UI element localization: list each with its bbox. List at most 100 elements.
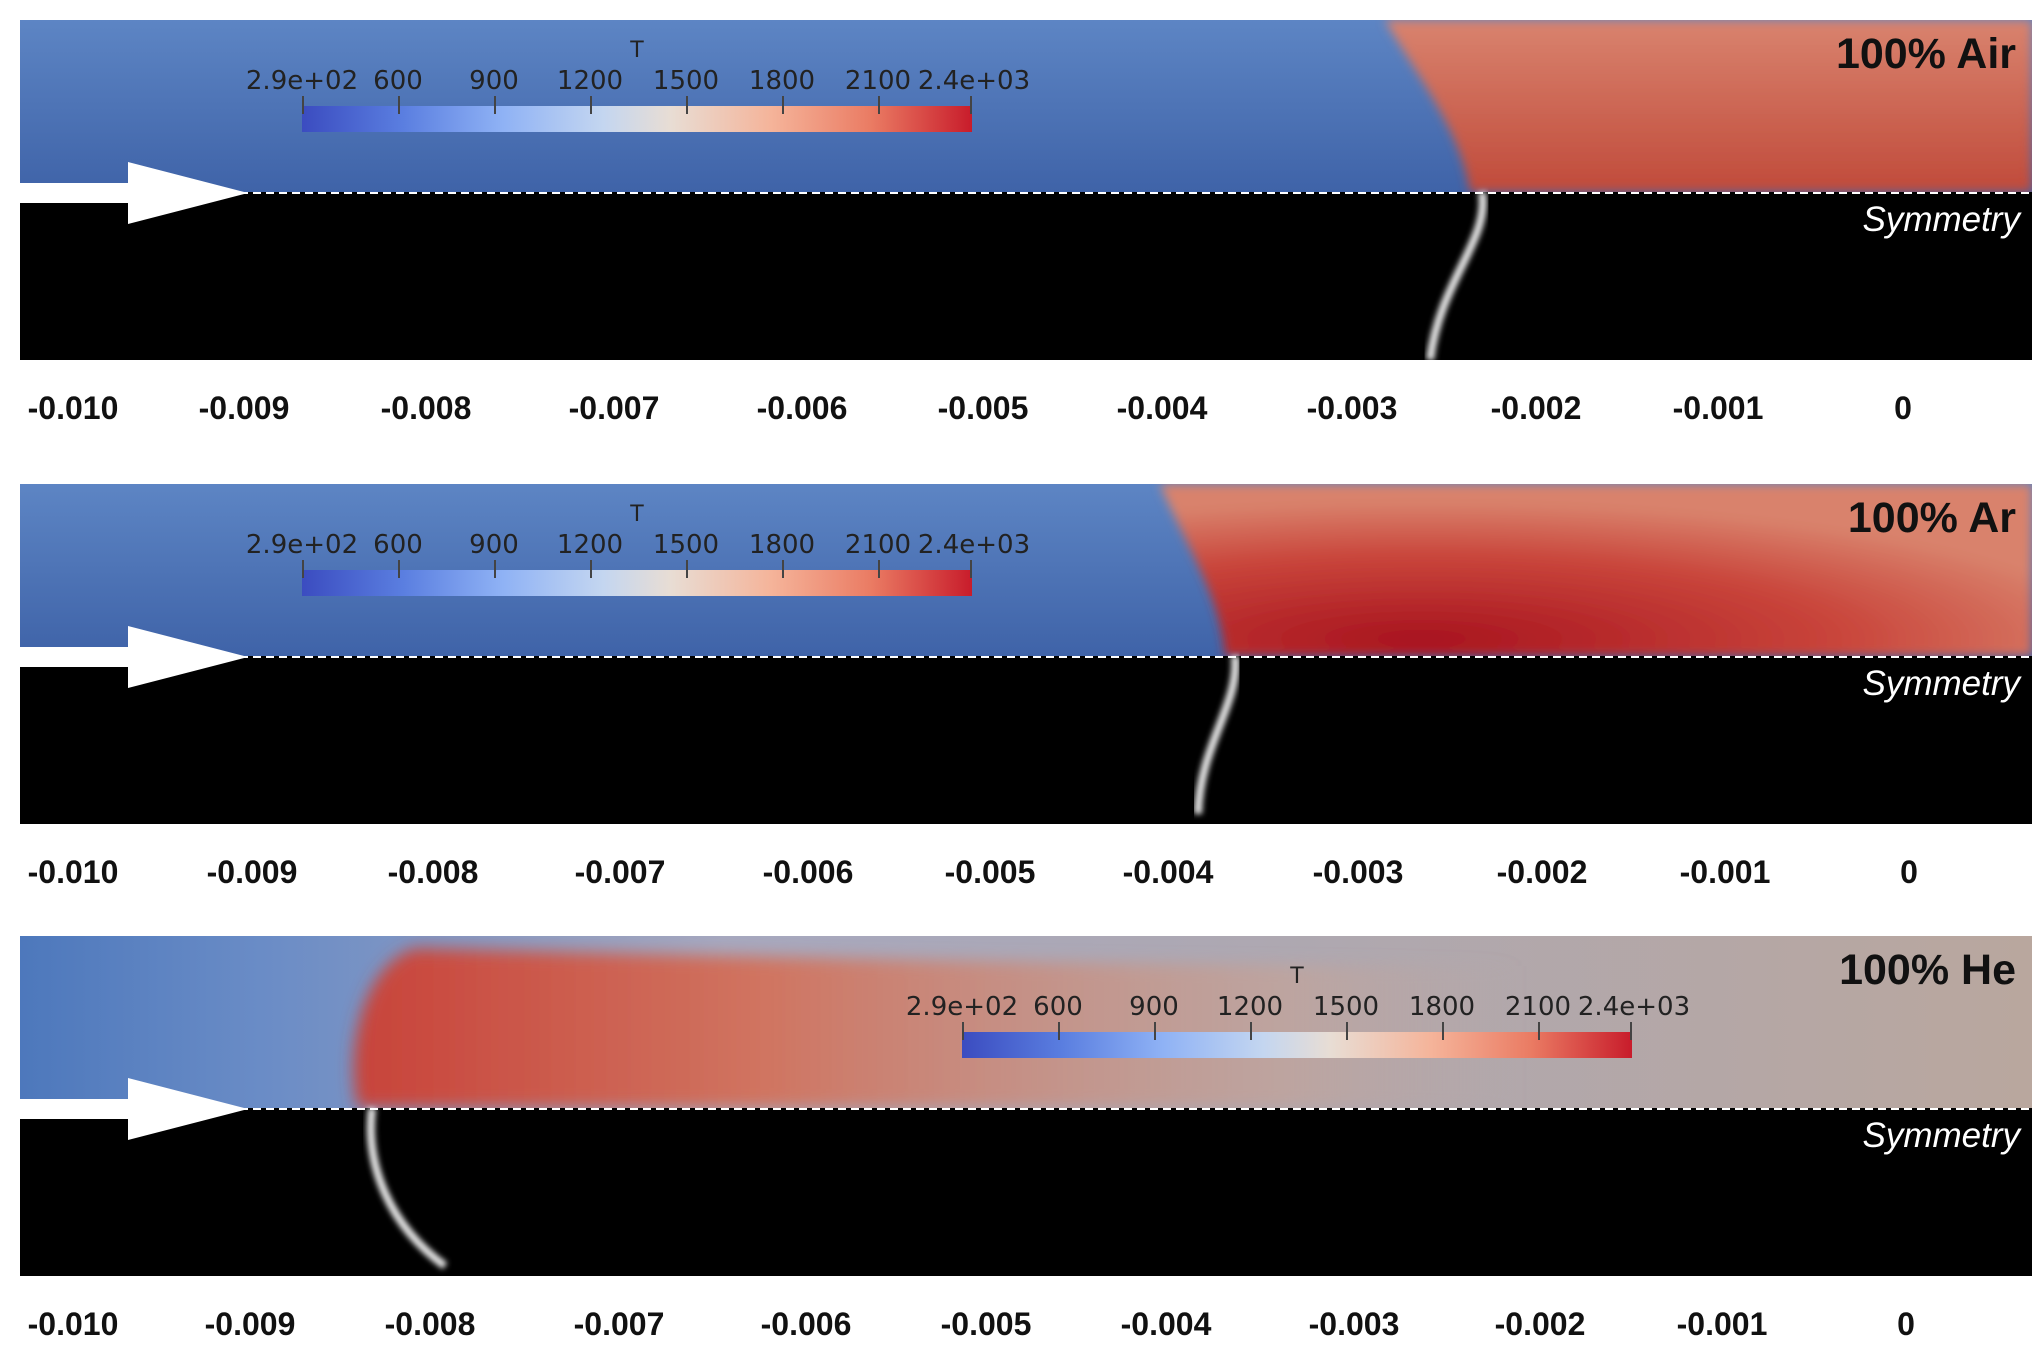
colorbar-tick-label: 2100	[1504, 992, 1572, 1022]
colorbar-tick-label: 2.4e+03	[917, 66, 1031, 96]
colorbar-tick-label: 1200	[556, 530, 624, 560]
colorbar-tick-label: 2.9e+02	[905, 992, 1019, 1022]
colorbar-tick	[1538, 1022, 1540, 1040]
x-axis-tick-label: -0.006	[756, 390, 848, 426]
x-axis-tick-label: -0.001	[1676, 1306, 1768, 1342]
case-label: 100% Air	[1835, 30, 2016, 78]
x-axis-tick-label: -0.001	[1679, 854, 1771, 890]
colorbar-tick	[782, 560, 784, 578]
colorbar-tick-label: 1800	[1408, 992, 1476, 1022]
colorbar-tick	[686, 96, 688, 114]
x-axis-tick-label: -0.009	[204, 1306, 296, 1342]
temperature-colorbar: T 2.9e+02 600 900 1200 1500 1800 2100 2.…	[246, 502, 1030, 602]
colorbar-tick	[686, 560, 688, 578]
x-axis-tick-label: -0.010	[27, 390, 119, 426]
x-axis-tick-label: -0.002	[1490, 390, 1582, 426]
temperature-colorbar: T 2.9e+02 600 900 1200 1500 1800 2100 2.…	[906, 964, 1690, 1064]
colorbar-gradient	[302, 106, 972, 132]
inlet-arrow-head	[128, 626, 248, 688]
colorbar-tick-label: 900	[469, 530, 519, 560]
inlet-arrow-shaft	[20, 183, 130, 203]
colorbar-tick	[494, 96, 496, 114]
x-axis-tick-label: -0.004	[1116, 390, 1208, 426]
x-axis-tick-label: -0.005	[940, 1306, 1032, 1342]
inlet-arrow-shaft	[20, 1099, 130, 1119]
symmetry-label: Symmetry	[1862, 1116, 2021, 1155]
colorbar-tick	[302, 560, 304, 578]
x-axis-tick-label: 0	[1897, 1306, 1915, 1342]
flame-front-line	[366, 1107, 448, 1270]
panel-helium: 100% He Symmetry T 2.9e+02 600 900 1200 …	[0, 936, 2042, 1356]
colorbar-tick-label: 1800	[748, 66, 816, 96]
colorbar-title: T	[630, 502, 644, 527]
temperature-field	[20, 936, 2032, 1276]
colorbar-tick-label: 2100	[844, 530, 912, 560]
symmetry-label: Symmetry	[1862, 200, 2021, 239]
x-axis-tick-label: -0.005	[944, 854, 1036, 890]
temperature-field	[20, 484, 2032, 824]
colorbar-title: T	[1290, 964, 1304, 989]
inlet-arrow-head	[128, 162, 248, 224]
colorbar-tick	[962, 1022, 964, 1040]
x-axis-tick-label: -0.002	[1494, 1306, 1586, 1342]
inlet-arrow-shaft	[20, 647, 130, 667]
colorbar-tick-label: 900	[1129, 992, 1179, 1022]
x-axis-tick-label: -0.007	[568, 390, 660, 426]
x-axis-tick-label: -0.002	[1496, 854, 1588, 890]
colorbar-tick	[878, 560, 880, 578]
colorbar-tick	[398, 96, 400, 114]
colorbar-tick-label: 2.4e+03	[917, 530, 1031, 560]
x-axis-tick-label: -0.003	[1312, 854, 1404, 890]
colorbar-tick	[1630, 1022, 1632, 1040]
lower-half-background	[20, 1108, 2032, 1276]
x-axis-tick-label: -0.010	[27, 854, 119, 890]
colorbar-tick	[970, 96, 972, 114]
x-axis-tick-label: -0.003	[1308, 1306, 1400, 1342]
colorbar-tick-label: 900	[469, 66, 519, 96]
x-axis-tick-label: -0.004	[1120, 1306, 1212, 1342]
x-axis-tick-label: -0.006	[762, 854, 854, 890]
x-axis-tick-label: -0.009	[206, 854, 298, 890]
x-axis-tick-label: -0.004	[1122, 854, 1214, 890]
colorbar-tick	[302, 96, 304, 114]
x-axis-tick-label: -0.008	[387, 854, 479, 890]
colorbar-tick-label: 600	[1033, 992, 1083, 1022]
colorbar-title: T	[630, 38, 644, 63]
colorbar-tick-label: 1500	[652, 530, 720, 560]
colorbar-gradient	[962, 1032, 1632, 1058]
colorbar-tick-label: 600	[373, 530, 423, 560]
x-axis-tick-label: -0.001	[1672, 390, 1764, 426]
colorbar-tick	[590, 560, 592, 578]
colorbar-tick-label: 1500	[652, 66, 720, 96]
colorbar-tick	[782, 96, 784, 114]
symmetry-label: Symmetry	[1862, 664, 2021, 703]
colorbar-tick-label: 2100	[844, 66, 912, 96]
flame-front-line	[1194, 655, 1240, 815]
case-label: 100% He	[1839, 946, 2016, 994]
colorbar-tick	[1346, 1022, 1348, 1040]
x-axis-tick-label: -0.005	[937, 390, 1029, 426]
colorbar-tick	[590, 96, 592, 114]
colorbar-tick-label: 1500	[1312, 992, 1380, 1022]
hot-region	[1385, 20, 2032, 192]
colorbar-tick-label: 2.9e+02	[245, 66, 359, 96]
colorbar-tick-label: 1200	[1216, 992, 1284, 1022]
x-axis-tick-label: -0.003	[1306, 390, 1398, 426]
colorbar-tick-label: 2.9e+02	[245, 530, 359, 560]
lower-half-background	[20, 656, 2032, 824]
inlet-arrow-head	[128, 1078, 248, 1140]
flame-front-line	[1426, 191, 1487, 360]
panel-argon: 100% Ar Symmetry T 2.9e+02 600 900 1200 …	[0, 484, 2042, 904]
colorbar-tick	[970, 560, 972, 578]
colorbar-tick	[398, 560, 400, 578]
x-axis-tick-label: -0.008	[380, 390, 472, 426]
colorbar-tick-label: 1200	[556, 66, 624, 96]
temperature-field	[20, 20, 2032, 360]
x-axis-tick-label: -0.007	[573, 1306, 665, 1342]
x-axis-tick-label: 0	[1894, 390, 1912, 426]
colorbar-tick	[1154, 1022, 1156, 1040]
colorbar-tick	[878, 96, 880, 114]
case-label: 100% Ar	[1847, 494, 2016, 542]
panel-air: 100% Air Symmetry T 2.9e+02 600 900 1200…	[0, 20, 2042, 440]
colorbar-tick-label: 600	[373, 66, 423, 96]
